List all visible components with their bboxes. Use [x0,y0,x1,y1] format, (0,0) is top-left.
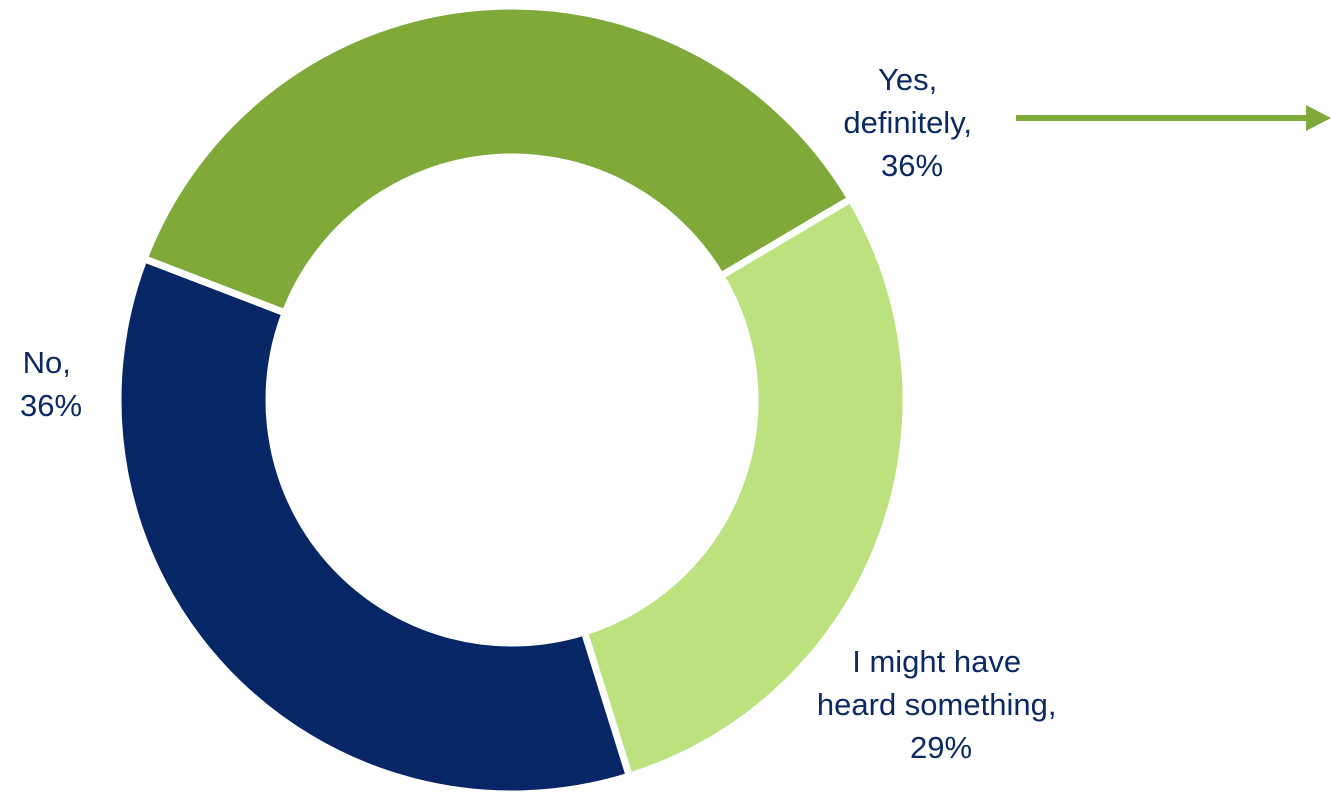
slice-label-yes-definitely: Yes, definitely, 36% [843,62,980,183]
donut-slice-no [114,254,634,795]
donut-slices [114,2,910,795]
donut-slice-i-might-have-heard-something [579,194,910,781]
slice-label-no: No, 36% [20,345,82,423]
donut-slice-yes-definitely [139,2,856,318]
slice-label-might-have-heard: I might have heard something, 29% [817,644,1065,765]
right-arrow-icon [1016,105,1331,131]
